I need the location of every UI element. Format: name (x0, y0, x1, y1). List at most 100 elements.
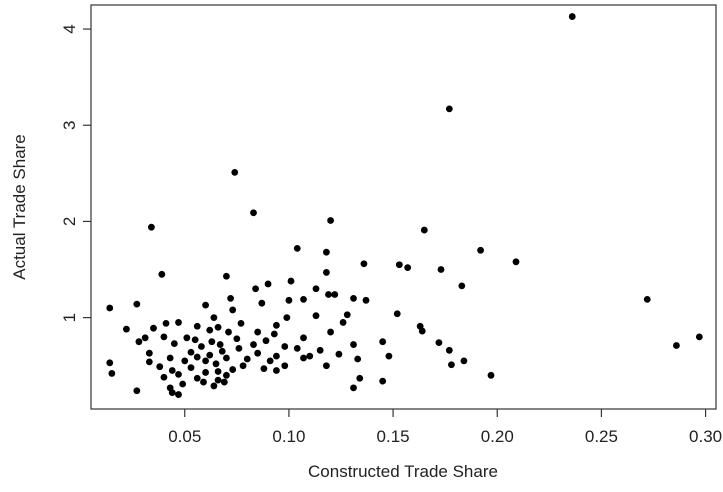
data-point (175, 370, 182, 378)
data-point (214, 376, 222, 384)
data-point (218, 347, 226, 355)
data-point (362, 296, 370, 304)
y-tick-label: 3 (60, 121, 79, 130)
data-point (183, 334, 191, 342)
data-point (243, 355, 251, 363)
data-point (220, 378, 228, 386)
data-point (281, 362, 289, 370)
data-point (214, 323, 222, 331)
data-point (200, 378, 207, 386)
data-point (325, 291, 332, 298)
data-point (512, 258, 520, 266)
data-point (210, 382, 218, 390)
data-point (223, 272, 230, 280)
x-tick-label: 0.25 (585, 427, 618, 446)
data-point (227, 294, 234, 302)
data-point (250, 209, 257, 217)
data-point (360, 260, 368, 268)
data-point (170, 340, 178, 347)
data-point (270, 330, 278, 338)
data-point (448, 361, 455, 369)
data-point (350, 384, 357, 392)
data-point (233, 335, 241, 343)
data-point (239, 362, 247, 370)
data-point (300, 295, 307, 303)
data-point (193, 353, 201, 361)
data-point (158, 270, 166, 278)
data-point (354, 355, 362, 363)
data-point (327, 217, 334, 224)
data-point (160, 373, 168, 381)
data-point (293, 244, 301, 252)
data-point (160, 333, 168, 341)
data-point (193, 322, 201, 330)
data-point (229, 306, 237, 314)
data-point (198, 343, 205, 350)
data-point (135, 338, 143, 346)
y-tick-label: 2 (60, 217, 79, 226)
data-point (327, 328, 334, 336)
data-point (168, 389, 176, 397)
data-point (385, 352, 393, 360)
x-tick-label: 0.10 (272, 427, 305, 446)
y-axis-title: Actual Trade Share (10, 134, 29, 280)
data-point (323, 269, 330, 276)
data-point (133, 300, 141, 308)
x-axis: 0.05 0.10 0.15 0.20 0.25 0.30 (168, 409, 722, 446)
data-point (306, 352, 314, 360)
data-point (229, 366, 237, 373)
x-tick-label: 0.05 (168, 427, 201, 446)
data-point (168, 367, 176, 374)
data-point (437, 266, 445, 273)
data-point (212, 360, 220, 368)
data-point (175, 319, 182, 326)
data-point (193, 374, 201, 382)
data-point (458, 282, 466, 290)
data-point (175, 391, 182, 398)
data-point (323, 362, 330, 370)
data-point (148, 223, 155, 231)
data-point (350, 294, 357, 302)
y-tick-label: 4 (60, 24, 79, 33)
data-point (223, 354, 230, 362)
data-point (206, 351, 214, 359)
data-point (210, 314, 218, 322)
data-point (250, 341, 257, 348)
data-point (283, 314, 291, 322)
data-point (300, 334, 307, 342)
data-point (202, 369, 209, 376)
data-point (420, 226, 428, 234)
plot-area-frame (90, 4, 717, 410)
data-point (273, 352, 280, 360)
data-point (179, 380, 187, 388)
data-point (460, 357, 468, 365)
data-point (643, 295, 651, 303)
data-point (445, 105, 453, 113)
data-point (312, 285, 320, 293)
data-point (108, 370, 116, 377)
data-point (293, 345, 301, 352)
data-point (339, 319, 347, 326)
data-point (156, 363, 164, 371)
data-point (237, 319, 245, 327)
data-point (231, 168, 239, 176)
data-point (141, 334, 149, 342)
data-point (300, 354, 307, 362)
data-point (260, 365, 268, 372)
data-point (395, 261, 403, 269)
data-point (252, 285, 259, 293)
data-point (106, 359, 114, 367)
data-point (264, 280, 272, 288)
data-point (445, 346, 453, 354)
data-point (273, 367, 280, 374)
data-point (123, 325, 130, 333)
data-point (404, 264, 412, 271)
data-point (187, 364, 195, 372)
data-point (323, 248, 330, 256)
data-point (145, 358, 153, 366)
data-point (254, 349, 262, 357)
data-point (235, 345, 243, 352)
data-point (216, 341, 224, 348)
data-point (695, 333, 703, 341)
data-point (281, 343, 289, 350)
